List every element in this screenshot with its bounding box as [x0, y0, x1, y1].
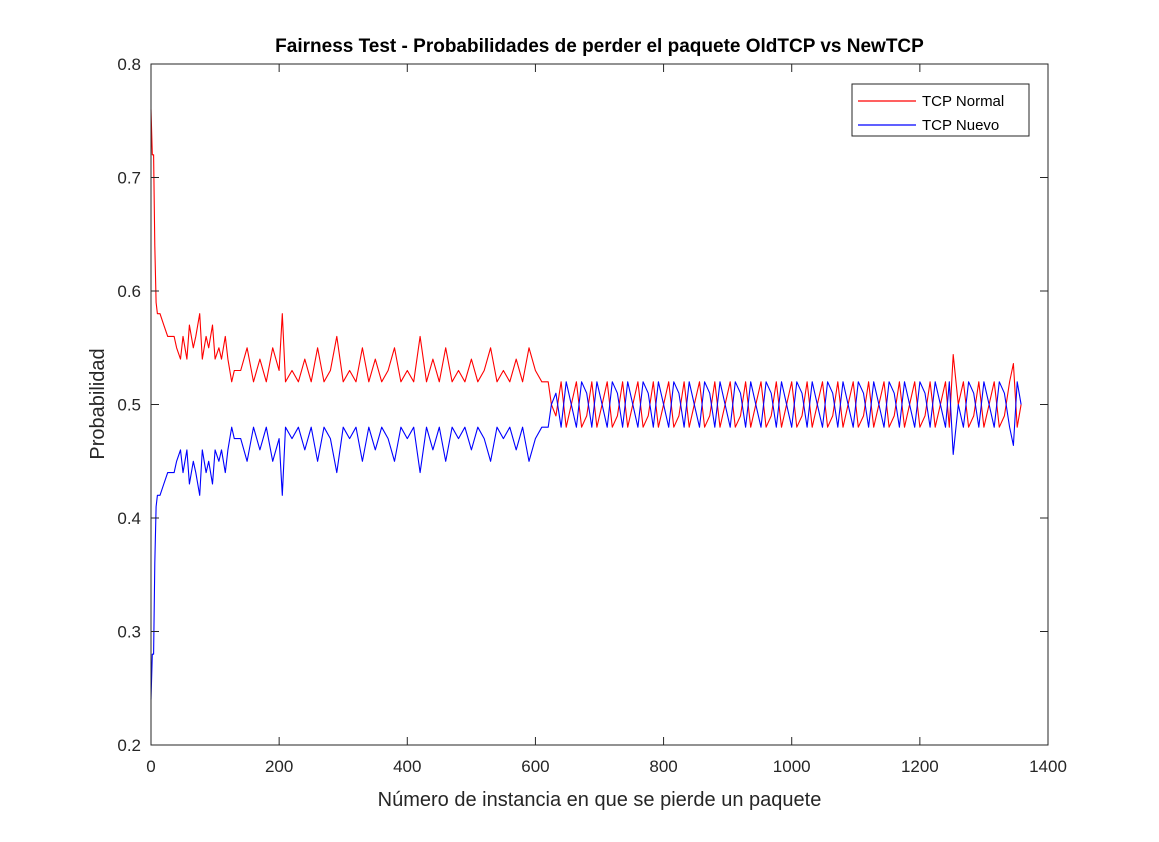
y-tick-label: 0.7: [117, 169, 141, 188]
x-tick-label: 800: [649, 757, 677, 776]
y-tick-label: 0.8: [117, 55, 141, 74]
y-tick-label: 0.3: [117, 623, 141, 642]
x-tick-label: 200: [265, 757, 293, 776]
chart-title: Fairness Test - Probabilidades de perder…: [275, 36, 924, 57]
x-tick-label: 1400: [1029, 757, 1067, 776]
y-axis-label: Probabilidad: [87, 348, 109, 459]
x-tick-label: 400: [393, 757, 421, 776]
series-layer: [150, 109, 1022, 700]
x-axis-label: Número de instancia en que se pierde un …: [378, 789, 822, 811]
x-tick-label: 1200: [901, 757, 939, 776]
x-tick-label: 1000: [773, 757, 811, 776]
legend-items: TCP Normal TCP Nuevo: [858, 93, 1004, 134]
y-tick-label: 0.2: [117, 736, 141, 755]
y-tick-label: 0.4: [117, 509, 141, 528]
x-tick-label: 600: [521, 757, 549, 776]
series-line-tcp-nuevo: [150, 381, 1022, 700]
y-axis-ticks: 0.2 0.3 0.4 0.5 0.6 0.7 0.8: [117, 55, 1048, 755]
y-tick-label: 0.5: [117, 396, 141, 415]
legend-label-tcp-nuevo: TCP Nuevo: [922, 117, 999, 134]
series-line-tcp-normal: [150, 109, 1022, 428]
legend: TCP Normal TCP Nuevo: [851, 83, 1030, 137]
x-tick-label: 0: [146, 757, 155, 776]
legend-label-tcp-normal: TCP Normal: [922, 93, 1004, 110]
legend-box: [851, 83, 1030, 137]
y-tick-label: 0.6: [117, 282, 141, 301]
x-axis-ticks: 0 200 400 600 800 1000 1200 1400: [146, 64, 1067, 776]
plot-area: [151, 64, 1048, 745]
